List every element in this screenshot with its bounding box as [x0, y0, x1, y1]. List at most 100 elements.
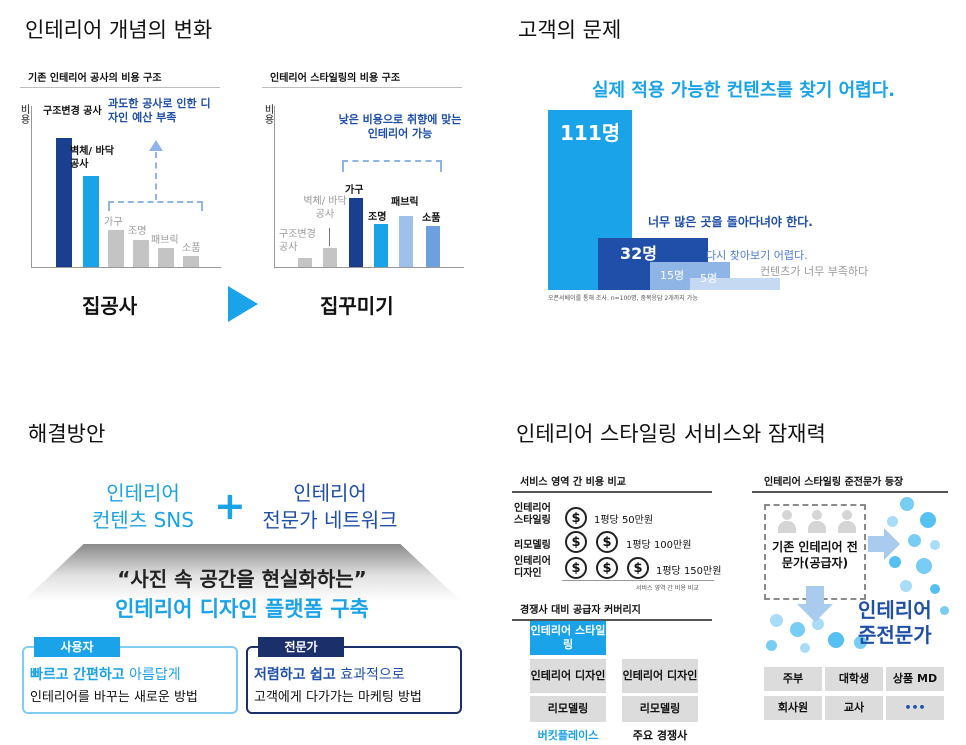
q1-title: 인테리어 개념의 변화: [25, 18, 213, 42]
pro-box: [246, 646, 462, 714]
label2-wall-floor: 벽체/ 바닥공사: [303, 196, 347, 220]
bar-5-label: 컨텐츠가 너무 부족하다: [760, 265, 869, 278]
bar-5-value: 5명: [700, 272, 718, 285]
bar-fabric: [158, 248, 174, 267]
bar-111-value: 111명: [560, 121, 621, 145]
q3-network-line2: 전문가 네트워크: [262, 508, 398, 532]
old-expert-label: 기존 인테리어 전문가(공급자): [772, 540, 858, 570]
left-caption: 버킷플레이스: [537, 729, 599, 742]
row2-price: 1평당 100만원: [626, 540, 692, 551]
user-fast: 빠르고: [30, 667, 69, 683]
bar-furniture: [108, 230, 124, 267]
left-cell-design: 인테리어 디자인: [530, 659, 606, 693]
people-icon: [778, 510, 856, 534]
pro-effective: 효과적으로: [340, 667, 405, 683]
q3-title: 해결방안: [28, 422, 106, 446]
bar-wall-floor: [83, 176, 99, 267]
user-line1: 빠르고 간편하고 아름답게: [30, 664, 181, 684]
role-teacher: 교사: [825, 696, 883, 720]
right-arrow-icon: [884, 528, 900, 560]
right-cell-design: 인테리어 디자인: [622, 659, 698, 693]
role-homemaker: 주부: [764, 667, 822, 691]
label-fabric: 패브릭: [151, 235, 179, 246]
pro-tag: 전문가: [258, 637, 344, 657]
label2-lighting: 조명: [368, 212, 387, 223]
bar-32-label: 너무 많은 곳을 돌아다녀야 한다.: [648, 215, 813, 229]
pro-line2: 고객에게 다가가는 마케팅 방법: [254, 690, 422, 705]
dollar-coin-icon: $: [596, 531, 618, 553]
up-arrow-icon: [149, 140, 163, 151]
bar-15-label: 다시 찾아보기 어렵다.: [706, 249, 808, 262]
label-furniture: 가구: [104, 217, 123, 228]
platform-banner: [22, 544, 462, 602]
right-arrow-body: [868, 536, 884, 552]
label2-furniture: 가구: [345, 185, 364, 196]
down-arrow-body: [806, 586, 824, 604]
label2-fabric: 패브릭: [391, 197, 419, 208]
user-line2: 인테리어를 바꾸는 새로운 방법: [30, 690, 198, 705]
label2-props: 소품: [422, 213, 441, 224]
pro-cheap: 저렴하고: [254, 667, 306, 683]
q4-cost-note: 서비스 영역 간 비용 비교: [636, 585, 699, 592]
q3-sns-line2: 컨텐츠 SNS: [92, 508, 194, 532]
user-box: [22, 646, 238, 714]
bar-lighting: [133, 240, 149, 267]
user-tag: 사용자: [34, 637, 120, 657]
dollar-coin-icon: $: [627, 557, 649, 579]
q3-sns: 인테리어 컨텐츠 SNS: [78, 480, 208, 534]
dollar-coin-icon: $: [565, 531, 587, 553]
user-easy: 간편하고: [73, 667, 125, 683]
left-cell-styling: 인테리어 스타일링: [530, 621, 606, 655]
q1-right-axis: 비용: [262, 104, 273, 124]
q1-left-callout: 과도한 공사로 인한 디자인 예산 부족: [108, 97, 211, 125]
label-lighting: 조명: [128, 226, 147, 237]
q4-coverage-title: 경쟁사 대비 공급자 커버리지: [520, 605, 641, 616]
play-arrow-icon: [228, 286, 258, 322]
dollar-coin-icon: $: [596, 557, 618, 579]
bar2-furniture: [349, 198, 363, 267]
q4-title: 인테리어 스타일링 서비스와 잠재력: [516, 422, 826, 446]
bar-5: [690, 278, 780, 290]
role-student: 대학생: [825, 667, 883, 691]
q1-right-subtitle: 인테리어 스타일링의 비용 구조: [270, 73, 401, 84]
dollar-coin-icon: $: [565, 557, 587, 579]
role-more: •••: [886, 696, 944, 720]
row3-price: 1평당 150만원: [656, 566, 722, 577]
role-md: 상품 MD: [886, 667, 944, 691]
user-pretty: 아름답게: [129, 667, 181, 683]
bar2-fabric: [399, 216, 413, 267]
row1-price: 1평당 50만원: [594, 515, 654, 526]
q2-footnote: 오픈서베이를 통해 조사. n=100명, 중복응답 2개까지 가능: [548, 295, 698, 302]
q4-cost-title: 서비스 영역 간 비용 비교: [520, 477, 626, 488]
q1-right-label: 집꾸미기: [320, 294, 394, 318]
row1-name: 인테리어 스타일링: [514, 503, 551, 526]
bar-props: [183, 256, 199, 267]
down-arrow-icon: [797, 604, 833, 622]
q3-network-line1: 인테리어: [293, 481, 367, 505]
q3-network: 인테리어 전문가 네트워크: [255, 480, 405, 534]
label-props: 소품: [182, 243, 201, 254]
pro-line1: 저렴하고 쉽고 효과적으로: [254, 664, 405, 684]
q3-sns-line1: 인테리어: [106, 481, 180, 505]
row2-name: 리모델링: [514, 540, 551, 551]
q2-headline: 실제 적용 가능한 컨텐츠를 찾기 어렵다.: [592, 80, 896, 101]
new-expert-label: 인테리어 준전문가: [858, 598, 932, 648]
row3-name: 인테리어 디자인: [514, 556, 551, 579]
q1-right-callout: 낮은 비용으로 취향에 맞는 인테리어 가능: [338, 113, 462, 141]
bar2-wall-floor: [323, 248, 337, 267]
bar-32-value: 32명: [620, 244, 657, 263]
pro-easy: 쉽고: [309, 667, 336, 683]
dollar-coin-icon: $: [565, 507, 587, 529]
left-cell-remodel: 리모델링: [530, 696, 606, 722]
label-structure: 구조변경 공사: [43, 106, 102, 117]
bar-structure: [56, 138, 72, 267]
q3-platform: 인테리어 디자인 플랫폼 구축: [115, 597, 369, 621]
bar2-props: [426, 226, 440, 267]
role-office: 회사원: [764, 696, 822, 720]
q1-left-axis: 비용: [18, 104, 29, 124]
bar2-structure: [298, 258, 312, 267]
bar2-lighting: [374, 224, 388, 267]
q1-left-label: 집공사: [82, 294, 138, 318]
right-caption: 주요 경쟁사: [632, 729, 688, 742]
new-expert-line2: 준전문가: [858, 623, 932, 647]
